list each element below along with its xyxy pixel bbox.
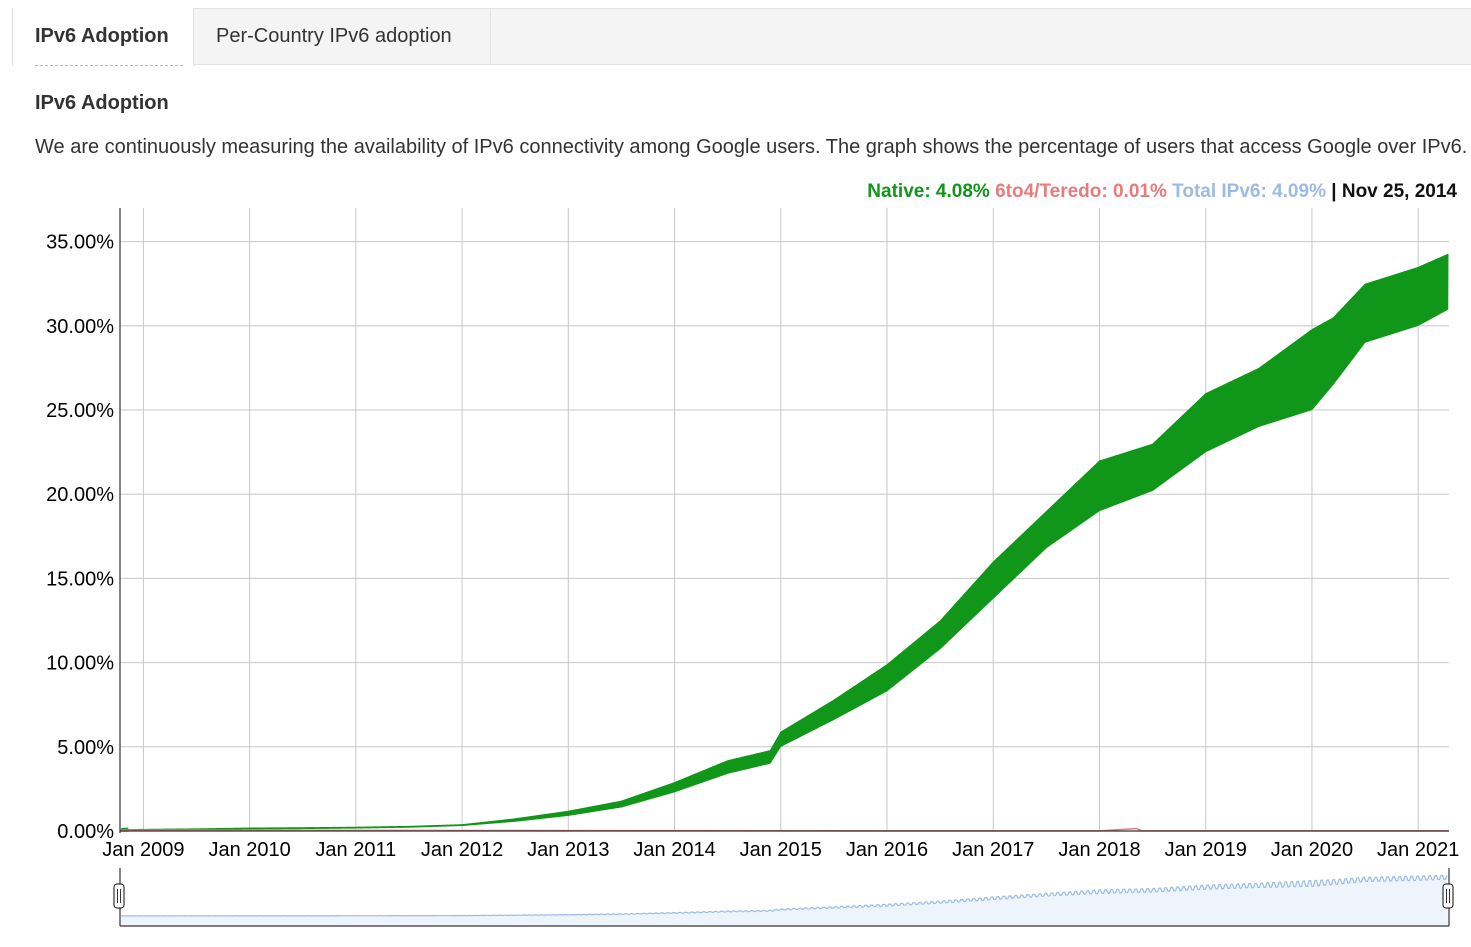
tab-per-country-label: Per-Country IPv6 adoption [216,25,452,47]
range-overview-line [121,874,1448,917]
tab-per-country[interactable]: Per-Country IPv6 adoption [194,8,491,65]
legend-native: Native: 4.08% [867,181,990,202]
x-tick-label: Jan 2011 [315,839,396,861]
series-native-line [120,253,1449,833]
x-tick-label: Jan 2010 [208,839,290,861]
x-tick-label: Jan 2018 [1058,839,1140,861]
x-tick-label: Jan 2013 [527,839,609,861]
y-tick-label: 30.00% [46,316,114,338]
tab-active-underline [35,65,183,66]
tab-ipv6-adoption-label: IPv6 Adoption [35,25,169,47]
y-tick-label: 15.00% [46,568,114,590]
x-tick-label: Jan 2009 [102,839,184,861]
label-layer: 0.00% 5.00% 10.00% 15.00% 20.00% 25.00% 30.00%… [46,232,1459,861]
x-tick-label: Jan 2021 [1377,839,1459,861]
range-left-handle[interactable] [113,883,125,909]
y-tick-label: 20.00% [46,484,114,506]
tab-ipv6-adoption[interactable]: IPv6 Adoption [12,8,194,66]
y-tick-label: 5.00% [57,737,114,759]
y-tick-label: 35.00% [46,232,114,254]
legend-date: Nov 25, 2014 [1341,181,1457,202]
x-tick-label: Jan 2019 [1165,839,1247,861]
x-tick-label: Jan 2017 [952,839,1034,861]
y-tick-label: 10.00% [46,653,114,675]
legend-separator: | [1331,181,1342,202]
range-right-handle-grip [1442,883,1454,909]
legend-total: Total IPv6: 4.09% [1172,181,1326,202]
x-tick-label: Jan 2016 [846,839,928,861]
range-overview-area [121,875,1448,925]
x-tick-label: Jan 2012 [421,839,503,861]
tab-bar: IPv6 Adoption Per-Country IPv6 adoption [12,8,1471,66]
legend-teredo: 6to4/Teredo: 0.01% [995,181,1167,202]
chart-legend: Native: 4.08% 6to4/Teredo: 0.01% Total I… [867,181,1457,203]
data-layer [120,253,1449,833]
axis-layer [119,208,1449,833]
x-tick-label: Jan 2015 [740,839,822,861]
x-tick-label: Jan 2020 [1271,839,1353,861]
range-selector[interactable] [113,868,1454,927]
x-tick-label: Jan 2014 [633,839,715,861]
y-tick-label: 25.00% [46,400,114,422]
range-right-handle[interactable] [1442,883,1454,909]
y-tick-label: 0.00% [57,821,114,843]
section-title: IPv6 Adoption [35,92,169,114]
section-description: We are continuously measuring the availa… [35,136,1468,158]
range-left-handle-grip [113,883,125,909]
